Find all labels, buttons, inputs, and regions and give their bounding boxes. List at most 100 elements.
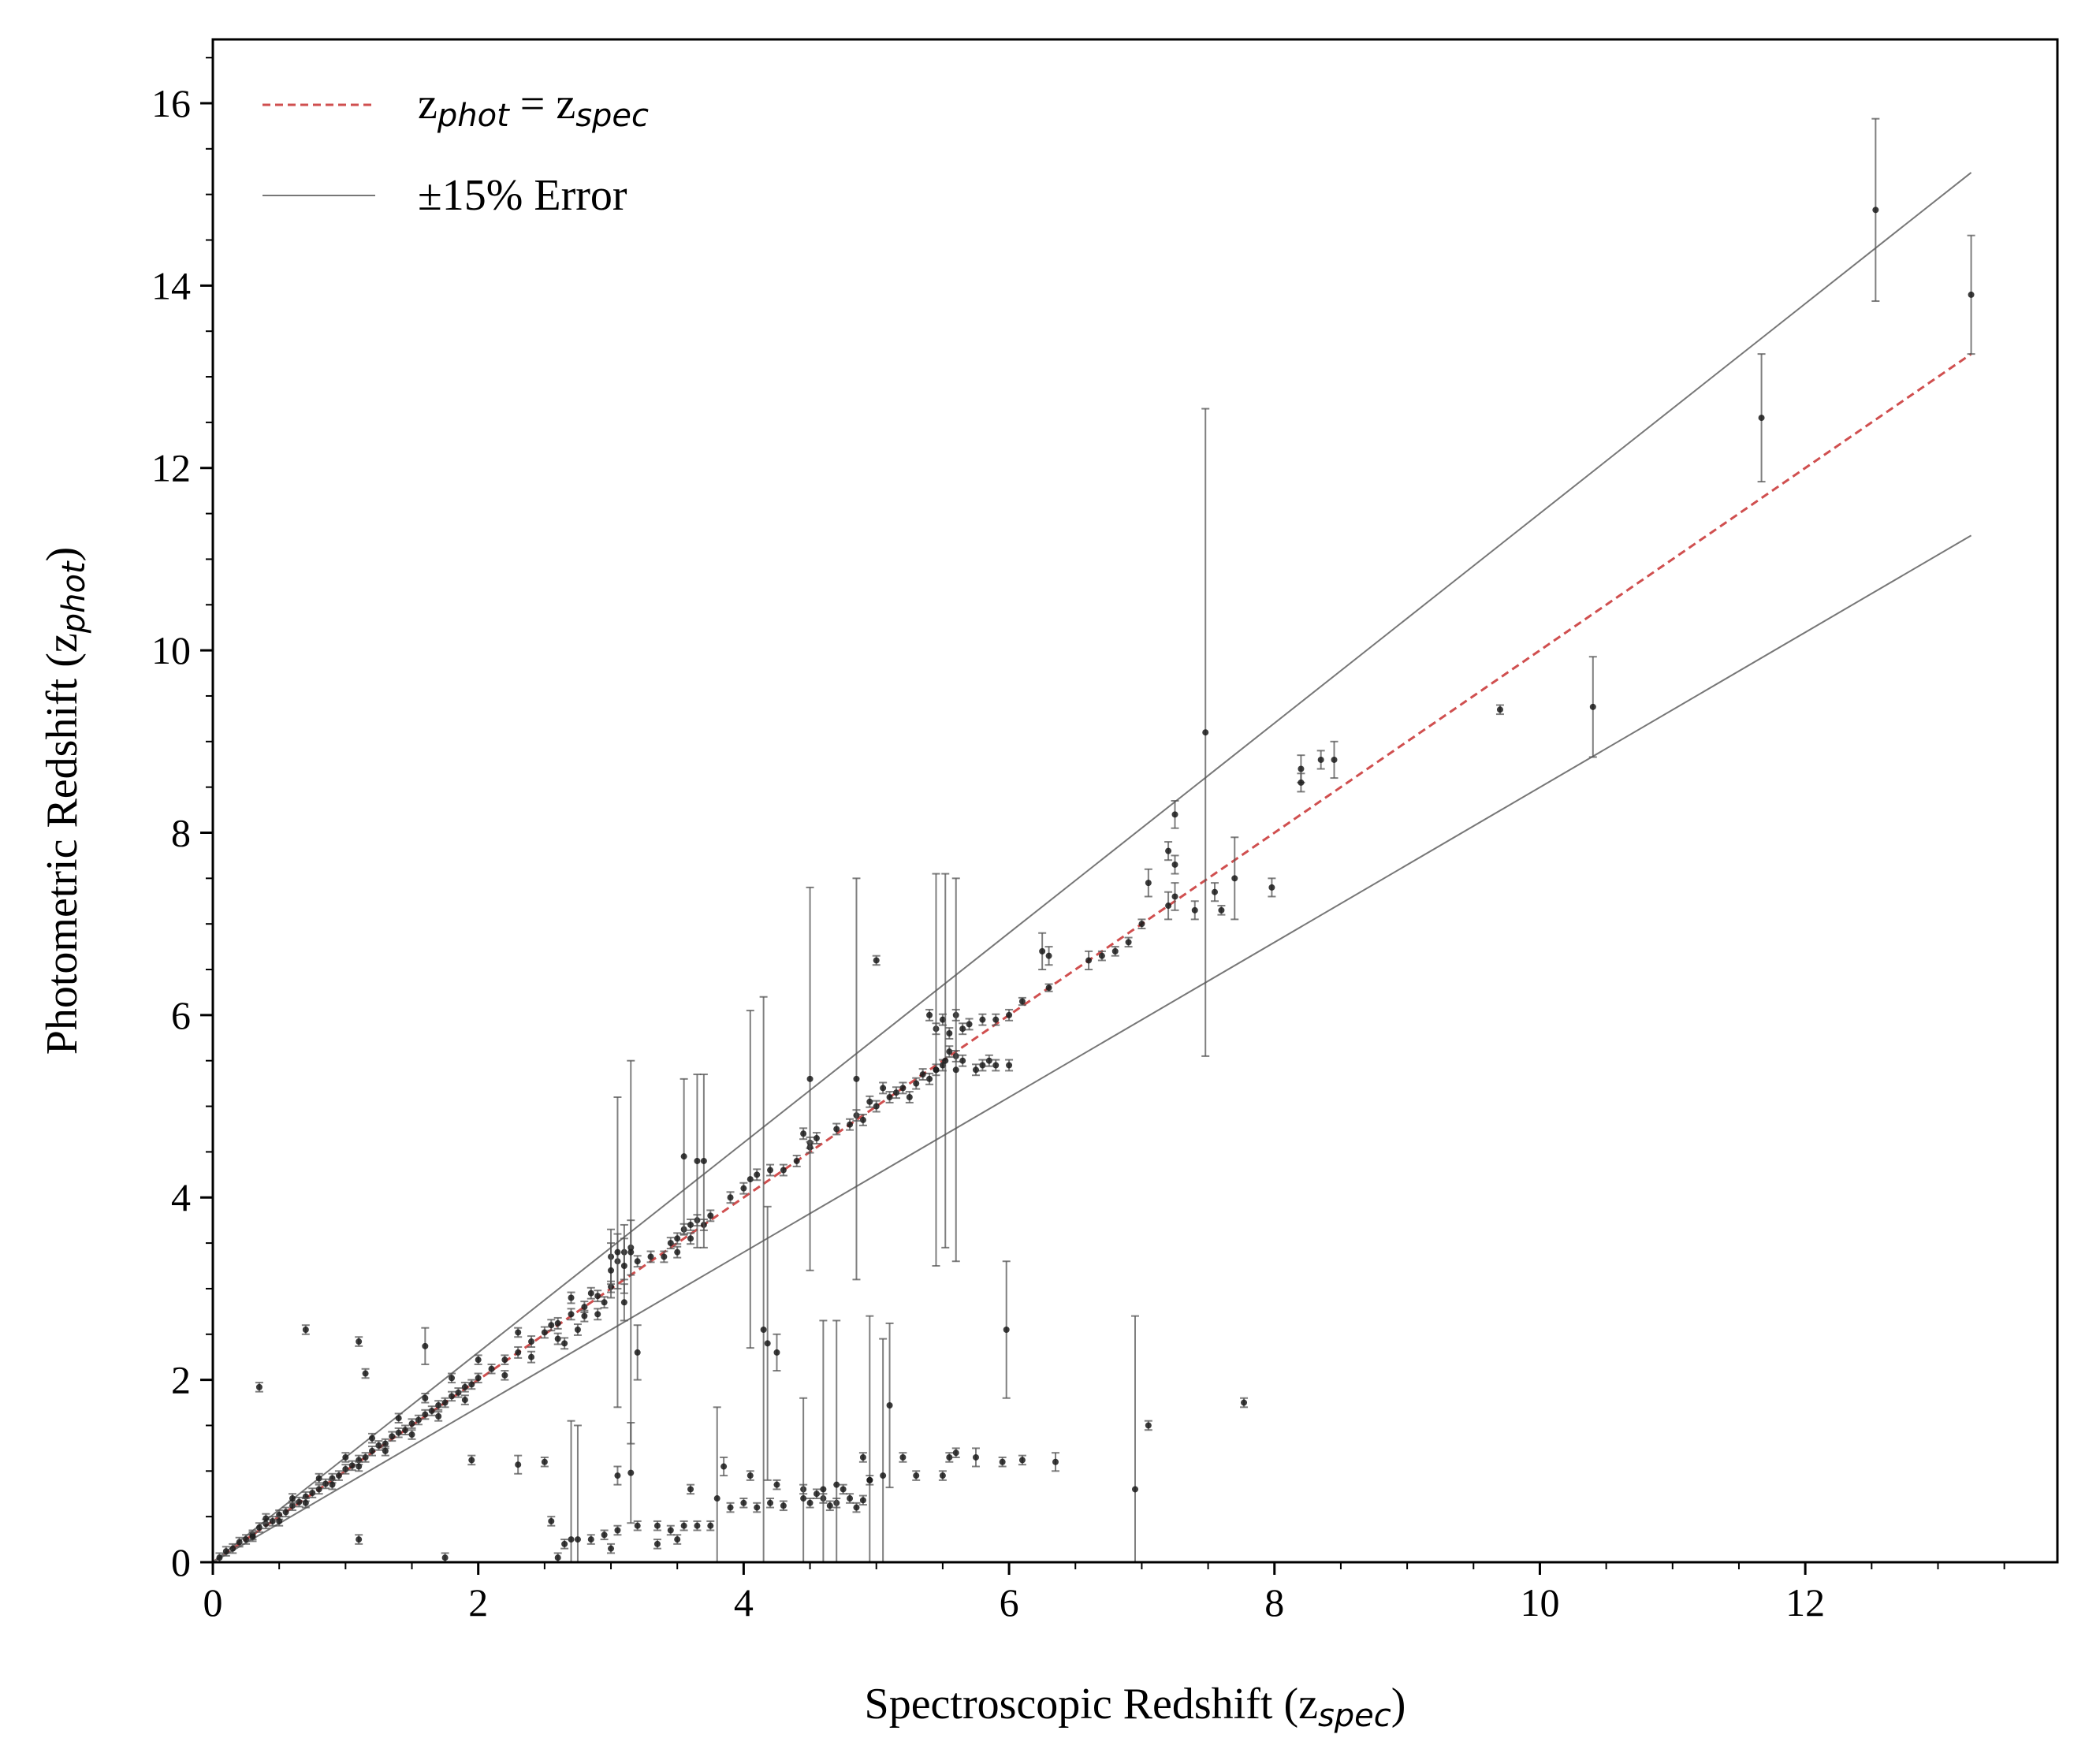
data-point <box>792 1155 801 1167</box>
point-marker <box>1171 811 1178 818</box>
error-line <box>212 172 1972 1563</box>
point-marker <box>601 1531 608 1539</box>
point-marker <box>541 1458 548 1465</box>
data-point <box>1137 918 1146 929</box>
data-point <box>421 1327 430 1365</box>
data-point <box>474 1354 482 1365</box>
data-point <box>540 1326 549 1339</box>
point-marker <box>249 1533 256 1540</box>
data-point <box>222 1546 230 1557</box>
data-point <box>978 1059 987 1072</box>
data-point <box>573 1424 582 1563</box>
point-marker <box>1331 756 1338 763</box>
data-point <box>971 1063 980 1077</box>
data-point <box>959 1022 967 1036</box>
data-point <box>899 1081 907 1095</box>
data-point <box>872 955 881 966</box>
point-marker <box>972 1066 979 1074</box>
data-point <box>1211 882 1219 902</box>
data-point <box>414 1414 423 1426</box>
point-marker <box>428 1407 435 1414</box>
data-point <box>706 1520 715 1531</box>
data-point <box>474 1372 482 1384</box>
data-point <box>1018 1454 1026 1466</box>
point-marker <box>587 1536 594 1543</box>
data-point <box>427 1405 436 1416</box>
point-marker <box>999 1458 1006 1465</box>
data-point <box>766 1163 775 1177</box>
data-point <box>1495 704 1504 716</box>
point-marker <box>441 1554 449 1561</box>
data-point <box>355 1336 363 1347</box>
point-marker <box>382 1447 389 1454</box>
point-marker <box>859 1453 866 1461</box>
data-point <box>627 1059 635 1445</box>
y-tick-label: 8 <box>171 810 191 854</box>
point-marker <box>800 1495 807 1502</box>
point-marker <box>747 1176 754 1183</box>
point-marker <box>342 1465 349 1472</box>
point-marker <box>309 1490 316 1497</box>
point-marker <box>574 1326 581 1333</box>
point-marker <box>946 1048 953 1055</box>
point-marker <box>1165 902 1172 910</box>
data-point <box>799 1127 808 1141</box>
point-marker <box>966 1021 973 1028</box>
data-point <box>945 1027 954 1040</box>
point-marker <box>568 1311 575 1318</box>
point-marker <box>873 957 880 964</box>
data-point <box>951 877 960 1263</box>
data-point <box>255 1382 263 1393</box>
point-marker <box>435 1402 442 1409</box>
point-marker <box>1045 984 1052 992</box>
data-point <box>255 1522 263 1533</box>
point-marker <box>289 1502 296 1509</box>
point-marker <box>694 1522 701 1529</box>
point-marker <box>335 1472 342 1479</box>
data-point <box>925 1072 934 1085</box>
data-point <box>1171 854 1179 875</box>
point-marker <box>1125 939 1132 946</box>
data-point <box>1005 1059 1014 1072</box>
data-point <box>1038 932 1047 971</box>
point-marker <box>441 1399 449 1406</box>
data-point <box>945 1452 954 1463</box>
data-point <box>594 1308 602 1321</box>
data-point <box>441 1397 449 1409</box>
point-marker <box>1171 861 1178 868</box>
point-marker <box>840 1486 847 1493</box>
data-point <box>434 1400 443 1411</box>
point-marker <box>296 1498 303 1505</box>
point-marker <box>886 1093 893 1100</box>
point-marker <box>548 1517 555 1524</box>
point-marker <box>727 1194 734 1201</box>
point-marker <box>979 1016 986 1023</box>
point-marker <box>574 1536 581 1543</box>
point-marker <box>455 1389 462 1396</box>
point-marker <box>627 1249 635 1256</box>
point-marker <box>847 1495 854 1502</box>
data-point <box>501 1354 509 1365</box>
data-point <box>348 1460 356 1472</box>
point-marker <box>1191 906 1198 914</box>
y-tick-label: 4 <box>171 1175 191 1219</box>
data-point <box>766 1498 775 1509</box>
data-point <box>713 1406 721 1563</box>
data-point <box>799 1397 808 1563</box>
point-marker <box>348 1462 356 1469</box>
x-tick-label: 2 <box>468 1580 488 1624</box>
data-point <box>553 1332 562 1345</box>
point-marker <box>1317 756 1324 763</box>
point-marker <box>1968 291 1975 298</box>
data-point <box>368 1446 377 1457</box>
point-marker <box>647 1253 654 1260</box>
point-marker <box>1496 706 1503 713</box>
data-point <box>1316 750 1325 770</box>
point-marker <box>435 1412 442 1420</box>
data-point <box>858 1452 867 1463</box>
point-marker <box>515 1329 522 1336</box>
data-point <box>448 1390 456 1402</box>
point-marker <box>461 1383 468 1390</box>
point-marker <box>1145 880 1152 887</box>
